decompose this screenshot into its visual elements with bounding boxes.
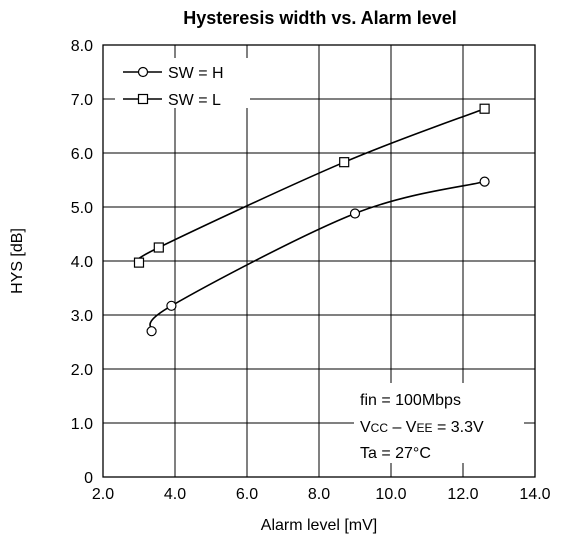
- legend-marker-square-icon: [137, 93, 149, 105]
- y-tick-label: 7.0: [71, 92, 93, 109]
- x-tick-label: 12.0: [447, 486, 478, 503]
- x-tick-label: 14.0: [519, 486, 550, 503]
- data-point-circle: [166, 300, 177, 311]
- chart-title: Hysteresis width vs. Alarm level: [183, 8, 456, 28]
- y-axis-label: HYS [dB]: [9, 228, 26, 294]
- x-tick-label: 6.0: [236, 486, 258, 503]
- series-layer: [133, 103, 490, 337]
- data-point-circle: [479, 176, 490, 187]
- y-tick-label: 1.0: [71, 416, 93, 433]
- legend-marker-circle-icon: [137, 66, 149, 78]
- series-line-0: [149, 180, 485, 332]
- annotation-fin: fin = 100Mbps: [360, 392, 461, 409]
- x-axis-label: Alarm level [mV]: [261, 517, 377, 534]
- data-point-circle: [146, 326, 157, 337]
- legend-label-sw-h: SW = H: [168, 65, 224, 82]
- annotation-background: [354, 383, 524, 463]
- y-tick-label: 3.0: [71, 308, 93, 325]
- legend: SW = H SW = L: [115, 58, 250, 109]
- plot-frame: [102, 44, 536, 478]
- tick-labels: 2.0 4.0 6.0 8.0 10.0 12.0 14.0 0 1.0 2.0 3.0 4.0 5.0…: [71, 38, 551, 503]
- y-tick-label: 4.0: [71, 254, 93, 271]
- x-tick-label: 10.0: [375, 486, 406, 503]
- x-tick-label: 4.0: [164, 486, 186, 503]
- data-point-square: [479, 103, 490, 114]
- data-point-circle: [349, 208, 361, 219]
- legend-label-sw-l: SW = L: [168, 92, 221, 109]
- data-point-square: [339, 157, 350, 168]
- x-tick-label: 2.0: [92, 486, 114, 503]
- y-tick-label: 0: [84, 470, 93, 487]
- y-tick-label: 6.0: [71, 146, 93, 163]
- conditions-annotation: fin = 100Mbps VCC – VEE = 3.3V Ta = 27°C: [354, 383, 524, 463]
- series-line-1: [136, 107, 485, 264]
- data-point-square: [133, 257, 145, 268]
- y-tick-label: 8.0: [71, 38, 93, 55]
- y-tick-label: 5.0: [71, 200, 93, 217]
- annotation-voltage: VCC – VEE = 3.3V: [360, 419, 484, 436]
- x-tick-label: 8.0: [308, 486, 330, 503]
- y-tick-label: 2.0: [71, 362, 93, 379]
- annotation-temperature: Ta = 27°C: [360, 445, 431, 462]
- data-point-square: [153, 242, 164, 253]
